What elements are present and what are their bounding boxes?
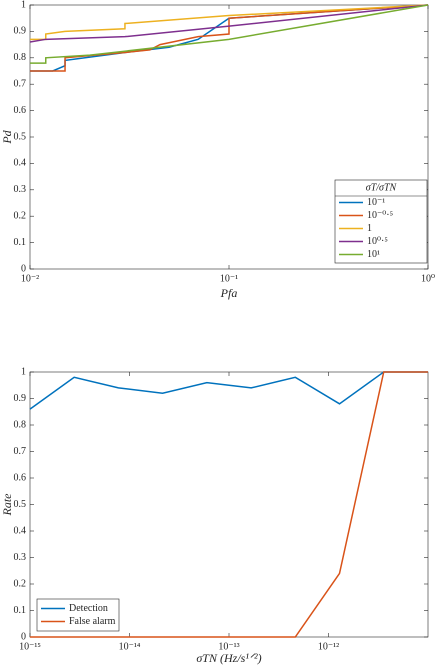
y-tick-label: 0.1 (14, 605, 27, 616)
y-tick-label: 0.4 (14, 525, 27, 536)
y-tick-label: 0.2 (14, 578, 27, 589)
legend-title: σT/σTN (366, 182, 398, 193)
legend-box (36, 598, 120, 632)
y-tick-label: 0.7 (14, 446, 27, 457)
y-tick-label: 1 (21, 0, 26, 10)
y-tick-label: 0.4 (14, 158, 27, 169)
y-tick-label: 0.5 (14, 499, 27, 510)
x-tick-label: 10⁻¹ (220, 273, 238, 284)
x-axis-label: σTN (Hz/s¹ᐟ²) (196, 651, 261, 665)
y-tick-label: 0.9 (14, 26, 27, 37)
legend-label: 10⁻⁰·⁵ (367, 210, 393, 221)
y-tick-label: 1 (21, 366, 26, 377)
legend-label: 10¹ (367, 249, 380, 260)
y-tick-label: 0.8 (14, 52, 27, 63)
y-tick-label: 0.2 (14, 210, 27, 221)
x-tick-label: 10⁻¹⁵ (19, 641, 41, 652)
series-line (30, 371, 428, 638)
series-line (30, 4, 429, 41)
y-tick-label: 0.5 (14, 131, 27, 142)
y-tick-label: 0.9 (14, 393, 27, 404)
x-tick-label: 10⁻¹³ (218, 641, 239, 652)
legend-label: 10⁰·⁵ (367, 236, 388, 247)
x-tick-label: 10⁻¹² (318, 641, 339, 652)
y-tick-label: 0.1 (14, 237, 27, 248)
legend-box (334, 179, 428, 264)
y-tick-label: 0 (21, 631, 26, 642)
y-tick-label: 0.7 (14, 78, 27, 89)
y-tick-label: 0.6 (14, 105, 27, 116)
legend-label: 1 (367, 223, 372, 234)
x-tick-label: 10⁻² (21, 273, 39, 284)
y-tick-label: 0.6 (14, 472, 27, 483)
legend-label: 10⁻¹ (367, 197, 385, 208)
legend-label: Detection (69, 603, 108, 614)
y-tick-label: 0.3 (14, 552, 27, 563)
y-tick-label: 0.3 (14, 184, 27, 195)
y-axis-label: Rate (0, 493, 14, 517)
plot-frame (29, 371, 429, 638)
y-tick-label: 0.8 (14, 419, 27, 430)
x-tick-label: 10⁻¹⁴ (119, 641, 141, 652)
legend-label: False alarm (69, 616, 116, 627)
x-tick-label: 10⁰ (421, 273, 435, 284)
series-line (30, 4, 429, 64)
y-tick-label: 0 (21, 263, 26, 274)
y-axis-label: Pd (0, 129, 14, 144)
series-line (29, 371, 428, 410)
x-axis-label: Pfa (220, 286, 238, 300)
series-line (29, 4, 429, 43)
